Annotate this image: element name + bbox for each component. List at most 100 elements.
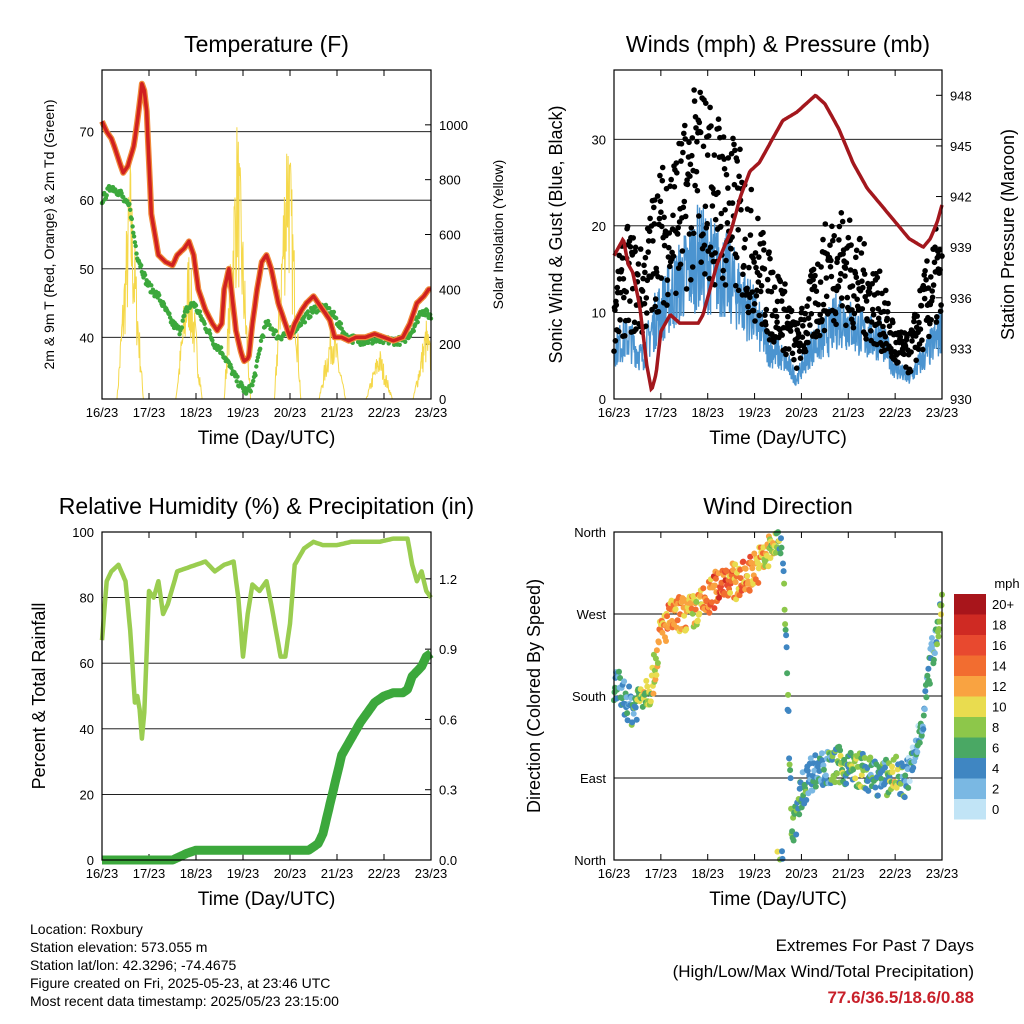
gust-point [928, 274, 934, 280]
dewpoint-point [129, 216, 134, 222]
direction-point [889, 763, 895, 770]
gust-point [735, 287, 742, 294]
gust-point [674, 170, 680, 176]
direction-point [931, 650, 938, 657]
gust-point [862, 331, 869, 338]
gust-point [691, 98, 698, 104]
gust-point [720, 267, 726, 274]
gust-point [828, 257, 834, 264]
gust-point [814, 328, 821, 335]
gust-point [666, 230, 673, 236]
y2-tick-label: 0.6 [439, 712, 457, 727]
gust-point [652, 303, 658, 310]
gust-point [652, 296, 659, 302]
gust-point [876, 320, 882, 326]
y-axis-label: Direction (Colored By Speed) [524, 579, 544, 813]
gust-point [651, 204, 657, 211]
gust-point [874, 274, 881, 281]
gust-point [936, 247, 943, 253]
gust-point [640, 275, 646, 282]
direction-point [936, 626, 942, 632]
direction-point [790, 837, 797, 844]
gust-point [858, 250, 865, 256]
gust-point [635, 261, 642, 267]
gust-point [767, 255, 773, 262]
gust-point [659, 164, 666, 171]
direction-point [787, 767, 794, 774]
panel-temperature: Temperature (F) 16/23 17/23 18/23 19/23 20/23… [41, 31, 506, 449]
gust-point [863, 298, 870, 304]
gust-point [617, 317, 623, 323]
humidity-line [99, 536, 433, 741]
legend-swatch [954, 635, 986, 656]
direction-point [784, 670, 791, 677]
x-tick-label: 16/23 [598, 405, 631, 420]
gust-point [836, 237, 842, 243]
gust-point [721, 166, 728, 172]
panel-title: Temperature (F) [184, 31, 349, 57]
gust-point [764, 276, 771, 283]
gust-point [651, 221, 658, 227]
x-tick-label: 18/23 [691, 866, 724, 881]
gust-point [770, 269, 776, 276]
direction-point [810, 760, 817, 767]
gust-point [811, 283, 818, 290]
gust-point [750, 307, 757, 314]
dewpoint-point [104, 193, 109, 198]
direction-point [783, 632, 790, 639]
direction-point [935, 633, 942, 640]
x-tick-label: 21/23 [832, 866, 865, 881]
gust-point [744, 285, 750, 292]
direction-point [910, 764, 917, 771]
gust-point [673, 160, 680, 166]
extremes-box: Extremes For Past 7 Days (High/Low/Max W… [673, 933, 974, 1011]
gust-point [688, 225, 695, 231]
gust-point [766, 337, 773, 343]
direction-point [652, 676, 659, 683]
gust-point [665, 291, 671, 298]
gust-point [859, 278, 865, 285]
gust-point [653, 269, 660, 275]
dewpoint-point [234, 379, 239, 384]
dewpoint-point [411, 328, 416, 334]
dewpoint-point [254, 358, 260, 363]
gust-point [644, 310, 650, 316]
x-tick-label: 16/23 [86, 866, 119, 881]
direction-point [918, 732, 925, 739]
direction-point [878, 776, 885, 782]
direction-point [692, 606, 699, 613]
gust-point [846, 217, 853, 223]
direction-point [905, 784, 912, 791]
gust-point [654, 193, 661, 199]
dewpoint-point [253, 373, 258, 378]
direction-point [648, 672, 655, 679]
direction-point [867, 754, 874, 761]
gust-point [842, 273, 848, 279]
footer-elevation: Station elevation: 573.055 m [30, 939, 208, 955]
gust-point [758, 283, 765, 289]
direction-point [630, 710, 637, 717]
direction-point [807, 755, 814, 762]
gust-point [683, 286, 690, 292]
gust-point [745, 309, 752, 316]
gust-point [782, 281, 788, 287]
dewpoint-point [428, 312, 433, 317]
dewpoint-point [119, 191, 124, 196]
gust-point [929, 294, 936, 301]
dewpoint-point [366, 340, 371, 345]
direction-point [780, 560, 786, 567]
gust-point [838, 210, 845, 216]
gust-point [682, 136, 688, 142]
direction-point [727, 589, 734, 596]
direction-point [787, 775, 794, 782]
gust-point [821, 327, 828, 334]
gust-point [674, 231, 681, 237]
y-tick-label: West [577, 607, 607, 622]
gust-point [842, 265, 849, 271]
gust-point [879, 290, 885, 297]
gust-point [802, 310, 808, 317]
dewpoint-point [132, 240, 138, 245]
direction-point [647, 698, 654, 705]
footer-recent: Most recent data timestamp: 2025/05/23 2… [30, 993, 339, 1009]
